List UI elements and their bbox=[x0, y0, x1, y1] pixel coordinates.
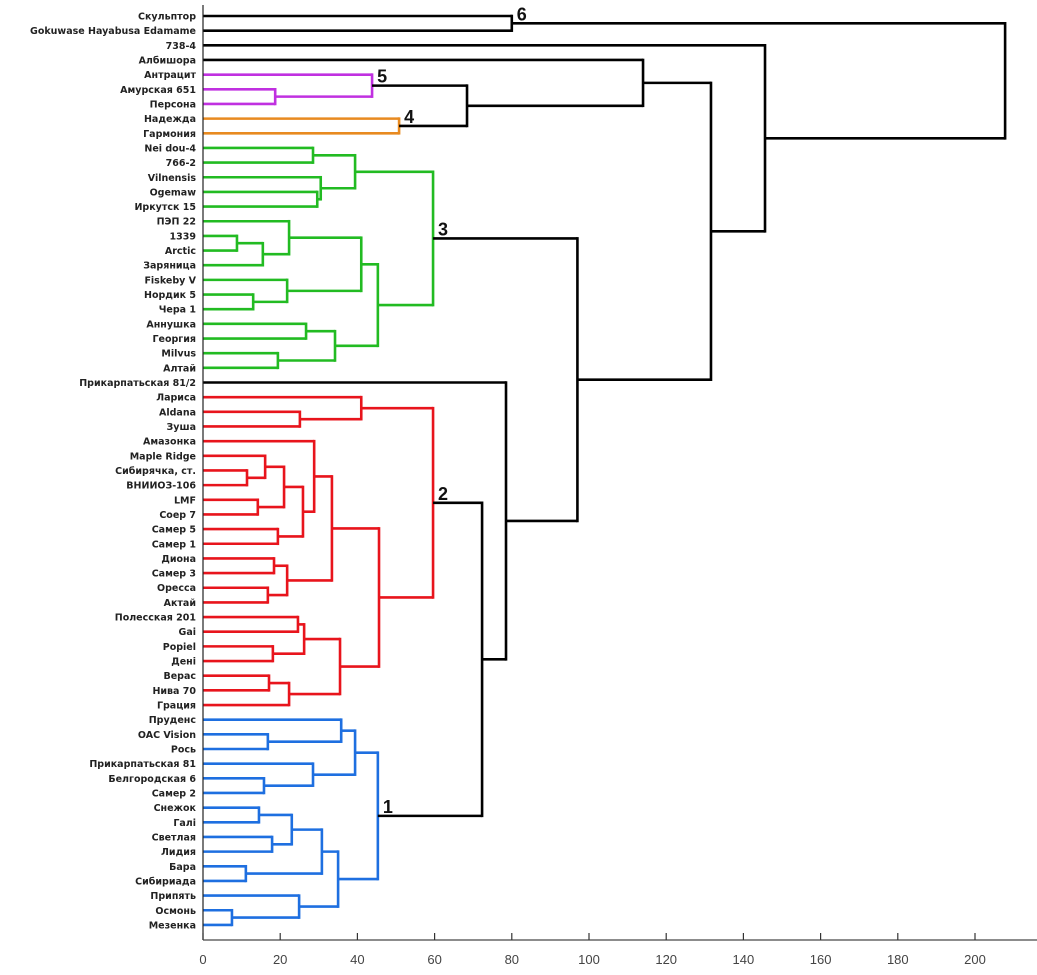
cluster-label-6: 6 bbox=[517, 4, 527, 24]
leaf-label: Пруденс bbox=[149, 715, 196, 726]
cluster-label-4: 4 bbox=[404, 107, 414, 127]
leaf-label: Георгия bbox=[152, 334, 196, 345]
leaf-label: Белгородская 6 bbox=[108, 774, 196, 785]
cluster-label-2: 2 bbox=[438, 484, 448, 504]
x-tick-label: 0 bbox=[199, 952, 206, 967]
leaf-label: Vilnensis bbox=[148, 173, 197, 184]
leaf-label: Оресса bbox=[157, 583, 196, 594]
x-tick-label: 180 bbox=[887, 952, 909, 967]
cluster-label-5: 5 bbox=[377, 67, 387, 87]
x-tick-label: 60 bbox=[427, 952, 441, 967]
leaf-label: LMF bbox=[174, 495, 196, 506]
leaf-label: 738-4 bbox=[166, 41, 197, 52]
leaf-label: Popiel bbox=[163, 642, 196, 653]
leaf-label: Соер 7 bbox=[159, 510, 196, 521]
leaf-label: 766-2 bbox=[166, 158, 196, 169]
cluster-label-1: 1 bbox=[383, 797, 393, 817]
x-tick-label: 140 bbox=[733, 952, 755, 967]
leaf-label: Амурская 651 bbox=[120, 85, 196, 96]
leaf-label: Рось bbox=[171, 745, 196, 756]
leaf-label: Галі bbox=[173, 818, 196, 829]
leaf-label: Осмонь bbox=[155, 906, 196, 917]
dendrogram-links bbox=[203, 14, 1007, 927]
leaf-label: Грация bbox=[157, 701, 196, 712]
leaf-label: Амазонка bbox=[143, 437, 196, 448]
leaf-label: Верас bbox=[163, 671, 196, 682]
leaf-label: Самер 1 bbox=[152, 539, 196, 550]
leaf-label: Антрацит bbox=[144, 70, 196, 81]
leaf-label: Arctic bbox=[165, 246, 196, 257]
leaf-label: ПЭП 22 bbox=[157, 217, 196, 228]
leaf-label: Нива 70 bbox=[152, 686, 196, 697]
leaf-label: Мезенка bbox=[149, 920, 196, 931]
leaf-label: Персона bbox=[150, 99, 196, 110]
leaf-label: Аннушка bbox=[146, 319, 196, 330]
leaf-label: 1339 bbox=[170, 231, 196, 242]
leaf-label: Fiskeby V bbox=[144, 275, 196, 286]
leaf-label: Maple Ridge bbox=[130, 451, 196, 462]
leaf-label: Снежок bbox=[154, 803, 197, 814]
leaf-label: Албишора bbox=[139, 55, 196, 66]
leaf-label: Гармония bbox=[143, 129, 196, 140]
leaf-label: Припять bbox=[150, 891, 196, 902]
x-tick-label: 120 bbox=[655, 952, 677, 967]
leaf-label: Бара bbox=[169, 862, 196, 873]
leaf-label: ВНИИОЗ-106 bbox=[126, 481, 196, 492]
leaf-label: Скульптор bbox=[138, 12, 196, 23]
leaf-label: Самер 3 bbox=[152, 569, 196, 580]
leaf-label: Надежда bbox=[144, 114, 196, 125]
leaf-label: Полесская 201 bbox=[115, 613, 196, 624]
leaf-label: Gokuwase Hayabusa Edamame bbox=[30, 26, 196, 37]
leaf-label: Лариса bbox=[156, 393, 196, 404]
leaf-label: Актай bbox=[164, 598, 196, 609]
x-axis: 0 20 40 60 80 100 120 140 160 180 200 bbox=[199, 5, 1037, 967]
leaf-label: Прикарпатьская 81 bbox=[89, 759, 196, 770]
x-tick-label: 200 bbox=[964, 952, 986, 967]
leaf-label: Дені bbox=[171, 657, 196, 668]
leaf-label: Лидия bbox=[161, 847, 196, 858]
leaf-label: Сибириада bbox=[135, 876, 196, 887]
x-tick-label: 100 bbox=[578, 952, 600, 967]
leaf-label: Нордик 5 bbox=[144, 290, 196, 301]
x-tick-label: 20 bbox=[273, 952, 287, 967]
leaf-label: Nei dou-4 bbox=[144, 143, 196, 154]
leaf-label: Aldana bbox=[159, 407, 196, 418]
leaf-label: Прикарпатьская 81/2 bbox=[79, 378, 196, 389]
leaf-label: Иркутск 15 bbox=[134, 202, 196, 213]
cluster-labels: 6 54 3 2 1 bbox=[377, 4, 527, 817]
leaf-label: Самер 5 bbox=[152, 525, 196, 536]
x-tick-label: 160 bbox=[810, 952, 832, 967]
x-tick-label: 40 bbox=[350, 952, 364, 967]
leaf-labels: Скульптор Gokuwase Hayabusa Edamame 738-4 А… bbox=[30, 12, 197, 932]
cluster-label-3: 3 bbox=[438, 219, 448, 239]
leaf-label: Сибирячка, ст. bbox=[115, 466, 196, 477]
leaf-label: Gai bbox=[179, 627, 196, 638]
leaf-label: Светлая bbox=[152, 832, 196, 843]
leaf-label: Самер 2 bbox=[152, 788, 196, 799]
leaf-label: Milvus bbox=[161, 349, 196, 360]
leaf-label: Зуша bbox=[167, 422, 196, 433]
leaf-label: Ogemaw bbox=[150, 187, 197, 198]
leaf-label: Заряница bbox=[143, 261, 196, 272]
leaf-label: Алтай bbox=[163, 363, 196, 374]
leaf-label: OAC Vision bbox=[138, 730, 196, 741]
leaf-label: Диона bbox=[161, 554, 196, 565]
x-tick-label: 80 bbox=[505, 952, 519, 967]
leaf-label: Чера 1 bbox=[159, 305, 196, 316]
